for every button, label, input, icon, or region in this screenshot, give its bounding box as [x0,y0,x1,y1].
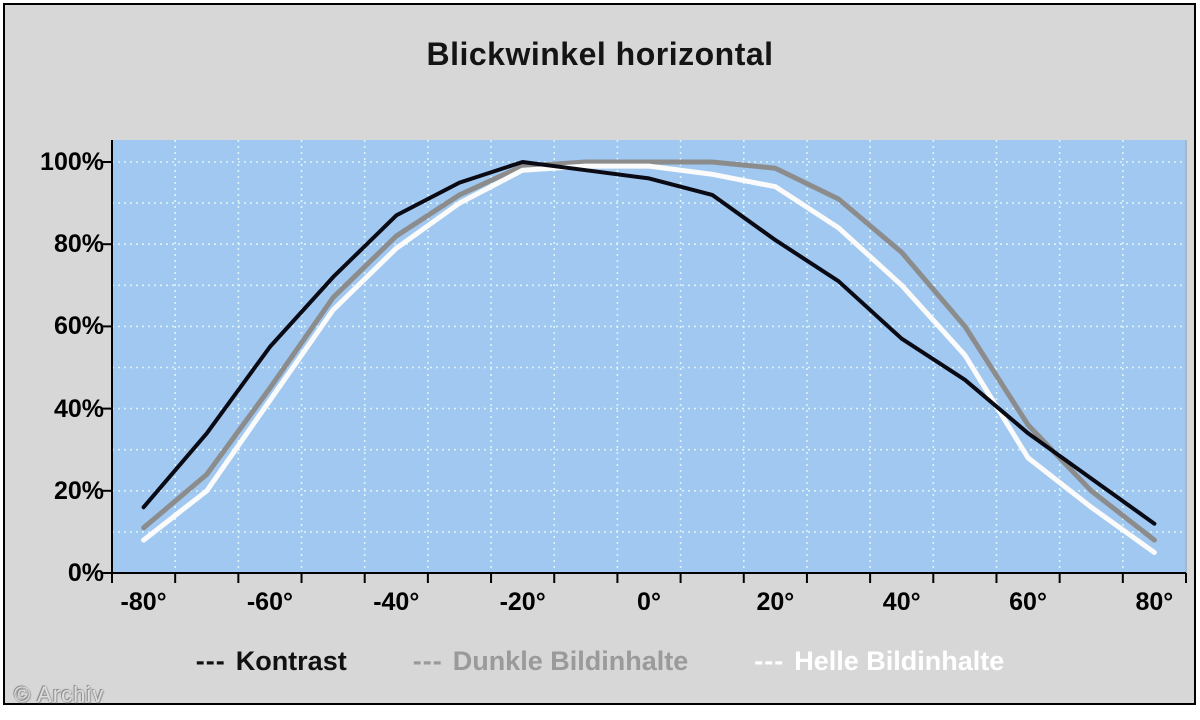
legend-dash-helle: --- [754,646,785,676]
plot-background [112,140,1186,573]
y-axis-label: 40% [53,394,104,423]
legend-dash-dunkle: --- [412,646,443,676]
x-axis-label: 80° [1135,588,1174,616]
legend: --- Kontrast --- Dunkle Bildinhalte --- Hel… [0,646,1200,677]
legend-item-kontrast: --- Kontrast [196,646,347,677]
copyright-watermark: © Archiv [14,682,105,707]
legend-label-dunkle: Dunkle Bildinhalte [452,646,689,676]
legend-label-helle: Helle Bildinhalte [794,646,1005,676]
x-axis-label: 0° [637,588,661,616]
x-axis-label: -20° [499,588,546,616]
series-line-1 [141,159,1157,543]
y-axis-label: 60% [53,312,104,341]
legend-dash-kontrast: --- [195,646,226,676]
legend-item-helle: --- Helle Bildinhalte [754,646,1004,677]
x-axis-label: 60° [1009,588,1047,616]
series-line-0 [141,160,1157,526]
y-axis-label: 80% [53,230,104,259]
series-line-2 [141,163,1157,555]
legend-item-dunkle: --- Dunkle Bildinhalte [413,646,689,677]
y-axis-label: 20% [53,476,104,505]
y-axis-label: 0% [67,559,104,587]
x-axis-label: -80° [120,588,167,616]
x-axis-label: -40° [373,588,420,616]
legend-label-kontrast: Kontrast [235,646,347,676]
y-axis-label: 100% [40,148,104,176]
x-axis-label: -60° [246,588,293,616]
x-axis-label: 20° [756,588,795,616]
x-axis-label: 40° [882,588,921,616]
chart-title: Blickwinkel horizontal [426,36,774,72]
